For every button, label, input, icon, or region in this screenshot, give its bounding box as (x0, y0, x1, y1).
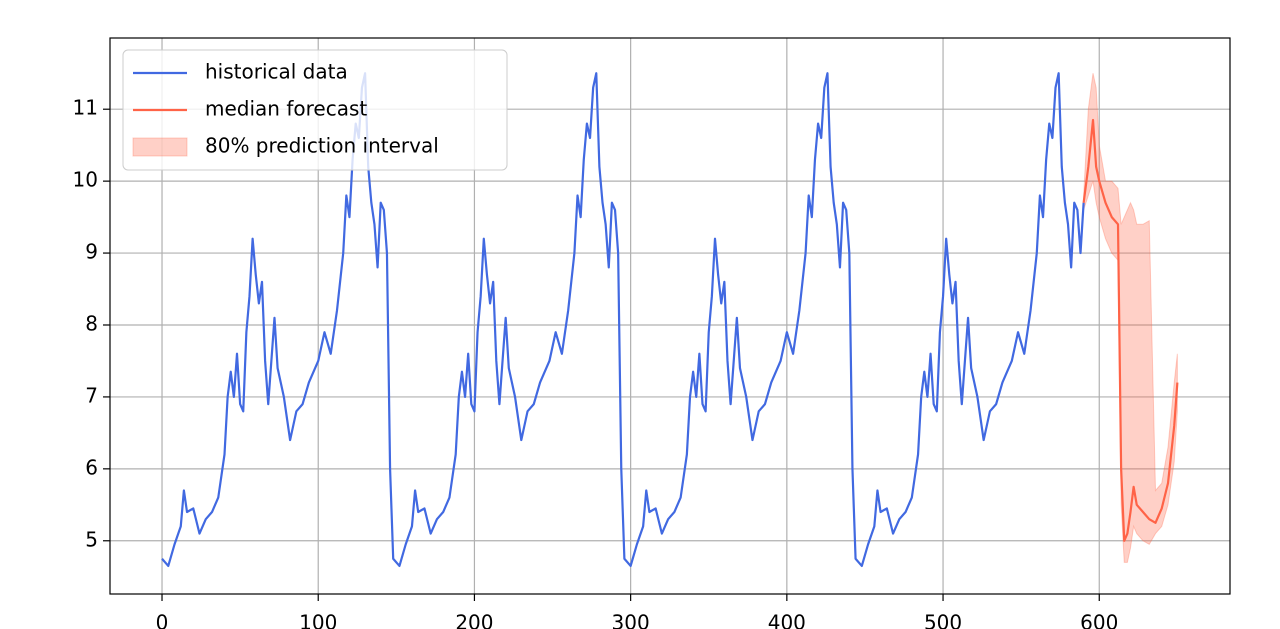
legend: historical data median forecast 80% predic… (122, 49, 508, 171)
x-tick-label: 100 (299, 611, 337, 629)
plot-area (161, 72, 1179, 568)
prediction-band (1083, 73, 1178, 563)
legend-box (122, 49, 508, 171)
y-tick-label: 8 (85, 311, 98, 335)
legend-label: 80% prediction interval (205, 134, 439, 158)
x-tick-label: 0 (156, 611, 169, 629)
x-tick-label: 200 (455, 611, 493, 629)
x-tick-label: 500 (924, 611, 962, 629)
series-line (1082, 118, 1179, 542)
x-tick-label: 600 (1080, 611, 1118, 629)
y-tick-label: 10 (73, 168, 98, 192)
axes-frame (109, 37, 1231, 595)
legend-label: median forecast (205, 97, 367, 121)
legend-swatch (132, 137, 188, 157)
y-tick-label: 5 (85, 527, 98, 551)
series-line (161, 72, 1085, 568)
x-tick-label: 300 (612, 611, 650, 629)
x-tick-label: 400 (768, 611, 806, 629)
y-tick-label: 6 (85, 455, 98, 479)
y-tick-label: 11 (73, 96, 98, 120)
ticks: 0 100 200 300 400 500 600 5 6 7 8 9 10 11 (73, 96, 1119, 629)
grid (110, 38, 1230, 594)
legend-label: historical data (205, 60, 348, 84)
y-tick-label: 7 (85, 383, 98, 407)
y-tick-label: 9 (85, 240, 98, 264)
